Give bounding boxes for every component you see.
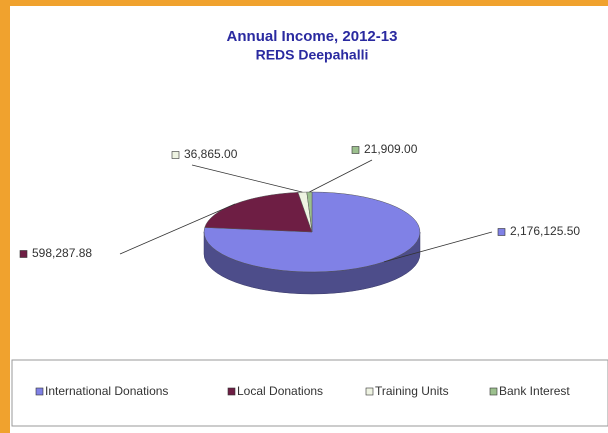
data-label: 36,865.00: [184, 147, 238, 161]
data-label: 598,287.88: [32, 246, 92, 260]
label-swatch: [19, 250, 28, 258]
legend-label: Local Donations: [237, 384, 323, 398]
label-swatch: [497, 228, 506, 236]
legend-swatch: [227, 387, 236, 396]
legend-box: [11, 359, 608, 427]
chart-subtitle: REDS Deepahalli: [256, 47, 369, 63]
label-swatch: [171, 151, 180, 159]
legend-swatch: [489, 387, 498, 396]
leader-line: [309, 159, 373, 193]
pie-slice: [204, 192, 313, 233]
data-label: 21,909.00: [364, 142, 418, 156]
label-swatch: [351, 146, 360, 154]
leader-line: [119, 203, 236, 255]
legend-swatch: [365, 387, 374, 396]
legend-label: Training Units: [375, 384, 449, 398]
leader-line: [191, 164, 303, 193]
legend-label: International Donations: [45, 384, 168, 398]
data-label: 2,176,125.50: [510, 224, 580, 238]
legend-label: Bank Interest: [499, 384, 570, 398]
chart-title: Annual Income, 2012-13: [227, 28, 398, 45]
legend-swatch: [35, 387, 44, 396]
leader-line: [383, 231, 493, 263]
